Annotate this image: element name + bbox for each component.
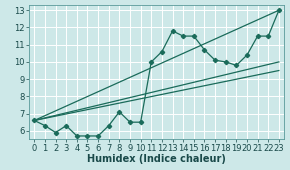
X-axis label: Humidex (Indice chaleur): Humidex (Indice chaleur) <box>87 154 226 164</box>
